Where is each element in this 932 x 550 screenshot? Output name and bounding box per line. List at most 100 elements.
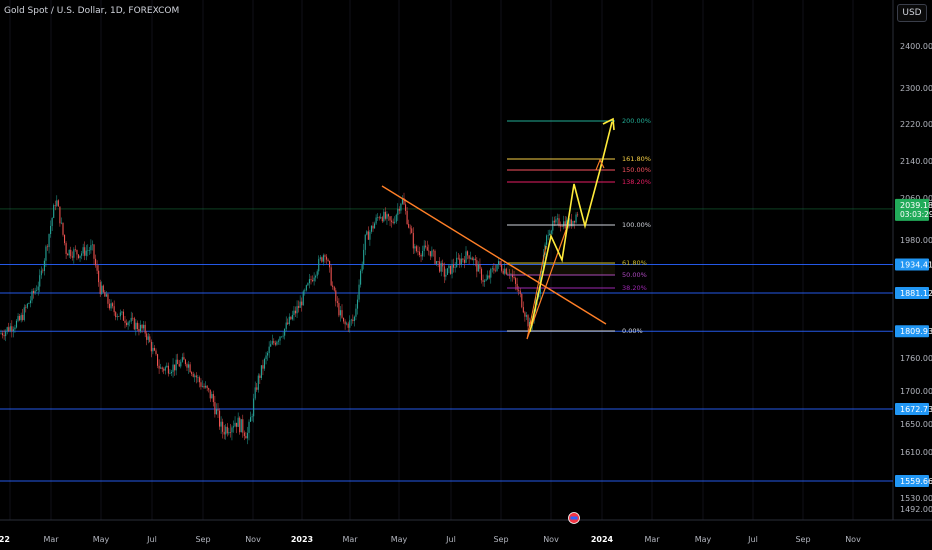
candle	[352, 314, 354, 324]
candle	[96, 260, 98, 274]
candle	[12, 326, 14, 338]
x-tick-label-5: Nov	[245, 535, 261, 544]
candle	[136, 320, 138, 332]
candle	[54, 200, 56, 211]
candle	[302, 289, 304, 306]
candle	[375, 214, 377, 225]
candle	[197, 374, 199, 383]
candle	[408, 219, 410, 229]
candle	[129, 320, 131, 327]
candle	[527, 313, 529, 332]
candle	[22, 308, 24, 322]
candle	[417, 245, 419, 256]
y-tick-label-11: 1492.00	[900, 505, 932, 514]
candle	[169, 369, 171, 375]
candle	[95, 254, 97, 268]
candle	[130, 311, 132, 325]
candle	[158, 359, 160, 374]
candle	[229, 423, 231, 438]
candle	[310, 275, 312, 285]
candle	[36, 285, 38, 292]
candle	[48, 233, 50, 254]
candle	[550, 229, 552, 236]
candle	[200, 378, 202, 390]
candle	[431, 246, 433, 258]
candle	[333, 285, 335, 292]
candle	[516, 277, 518, 292]
candle	[304, 288, 306, 296]
candle	[160, 363, 162, 369]
candle	[268, 341, 270, 358]
candle	[553, 216, 555, 227]
candle	[155, 348, 157, 356]
candle	[53, 203, 55, 219]
candle	[170, 369, 173, 377]
candle	[57, 199, 59, 207]
candle	[389, 216, 391, 227]
candle	[358, 279, 360, 303]
candle	[217, 403, 219, 419]
candle	[70, 246, 72, 259]
candle	[401, 195, 403, 205]
candle	[104, 290, 106, 297]
candle	[449, 265, 452, 275]
level-price-tag-2	[895, 287, 929, 300]
level-price-tag-3	[895, 325, 929, 338]
candle	[440, 260, 442, 277]
candle	[468, 255, 470, 264]
candle	[361, 261, 363, 274]
candle	[324, 253, 326, 263]
candle	[315, 274, 317, 282]
candle	[149, 333, 151, 343]
candle	[519, 287, 521, 298]
x-tick-label-12: 2024	[591, 535, 614, 544]
candle	[257, 373, 259, 393]
candle	[26, 302, 28, 310]
candle	[211, 391, 213, 399]
candle	[504, 262, 506, 276]
x-tick-label-7: Mar	[342, 535, 358, 544]
candle	[195, 372, 197, 384]
candle	[370, 225, 372, 234]
candle	[222, 418, 224, 439]
candle	[335, 287, 337, 307]
candle	[115, 311, 117, 321]
candle	[245, 431, 247, 439]
candle	[98, 265, 100, 287]
candle	[511, 269, 514, 282]
x-tick-label-15: Jul	[747, 535, 758, 544]
y-tick-label-5: 1980.00	[900, 236, 932, 245]
candle	[298, 300, 300, 313]
support-trendline	[526, 229, 567, 340]
candle	[291, 310, 293, 321]
candle	[166, 362, 168, 368]
level-price-label-3: 1809.93	[900, 327, 932, 336]
candle	[188, 360, 190, 374]
candle	[521, 293, 523, 309]
level-price-label-2: 1881.12	[900, 289, 932, 298]
candle	[107, 293, 109, 309]
candle	[236, 422, 238, 434]
candle	[33, 288, 35, 299]
fib-zone-fill	[507, 263, 615, 275]
candle	[426, 240, 428, 251]
candle	[577, 211, 579, 218]
candle	[415, 244, 417, 253]
candle	[318, 255, 320, 275]
y-tick-label-1: 2300.00	[900, 84, 932, 93]
candle	[496, 264, 498, 272]
currency-button[interactable]: USD	[897, 4, 927, 22]
candle	[174, 364, 176, 376]
candle	[332, 281, 334, 290]
candle	[20, 312, 22, 323]
candle	[564, 216, 566, 231]
y-tick-label-6: 1760.00	[900, 354, 932, 363]
candle	[482, 274, 484, 287]
fib-level-label-6: 50.00%	[622, 271, 647, 279]
candle	[377, 213, 379, 221]
candle	[141, 324, 143, 333]
candle	[273, 338, 275, 346]
x-tick-label-1: Mar	[43, 535, 59, 544]
candle	[146, 330, 148, 346]
